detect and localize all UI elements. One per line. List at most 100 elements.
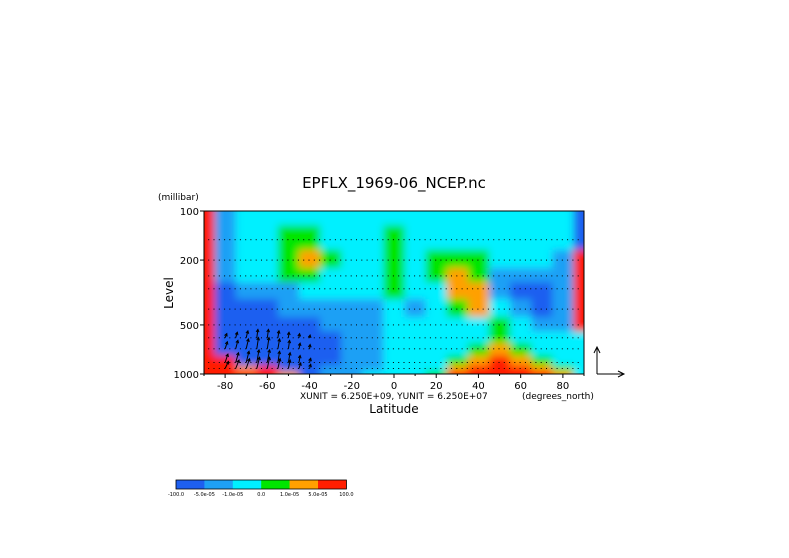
contour-cell [235, 371, 258, 374]
grid-dot [392, 275, 394, 277]
grid-dot [424, 348, 426, 350]
contour-cell [214, 317, 237, 332]
grid-dot [466, 239, 468, 241]
grid-dot [451, 368, 452, 369]
grid-dot [493, 259, 495, 261]
grid-dot [445, 288, 447, 290]
grid-dot [456, 275, 458, 277]
grid-dot [482, 308, 484, 310]
grid-dot [551, 348, 553, 350]
grid-dot [229, 308, 231, 310]
contour-cell [489, 225, 511, 251]
grid-dot [556, 239, 558, 241]
contour-cell [489, 268, 511, 283]
contour-cell [362, 331, 384, 344]
grid-dot [445, 324, 447, 326]
grid-dot [356, 308, 357, 310]
grid-dot [419, 259, 421, 261]
grid-dot [292, 362, 294, 363]
flux-vector [256, 349, 260, 363]
contour-cell [489, 343, 511, 357]
grid-dot [477, 348, 479, 350]
grid-dot [414, 288, 416, 290]
contour-cell [552, 268, 574, 283]
grid-dot [229, 368, 231, 369]
grid-dot [514, 308, 516, 310]
flux-vector [287, 360, 291, 369]
contour-cell [362, 371, 384, 374]
contour-cell [320, 268, 342, 283]
grid-dot [530, 337, 532, 339]
grid-dot [377, 288, 379, 290]
grid-dot [213, 337, 215, 339]
flux-vector [266, 337, 270, 349]
grid-dot [524, 348, 526, 350]
grid-dot [276, 259, 278, 261]
grid-dot [567, 348, 569, 350]
contour-cell [425, 371, 448, 374]
grid-dot [234, 308, 236, 310]
grid-dot [535, 362, 537, 363]
grid-dot [282, 337, 284, 339]
contour-fill-layer [204, 211, 584, 374]
grid-dot [572, 239, 574, 241]
grid-dot [334, 259, 336, 261]
grid-dot [429, 348, 431, 350]
contour-cell [467, 371, 490, 374]
contour-cell [341, 371, 363, 374]
grid-dot [540, 368, 542, 369]
contour-cell [256, 211, 279, 226]
grid-dot [308, 324, 310, 326]
grid-dot [482, 348, 484, 350]
grid-dot [451, 324, 452, 326]
grid-dot [535, 239, 537, 241]
grid-dot [414, 348, 416, 350]
grid-dot [266, 368, 268, 369]
grid-dot [366, 239, 368, 241]
contour-cell [404, 355, 427, 367]
grid-dot [561, 308, 563, 310]
grid-dot [408, 362, 410, 363]
grid-dot [577, 362, 579, 363]
y-axis-title: Level [162, 277, 176, 309]
grid-dot [503, 368, 505, 369]
grid-dot [572, 275, 574, 277]
grid-dot [561, 259, 563, 261]
grid-dot [319, 337, 321, 339]
grid-dot [334, 288, 336, 290]
grid-dot [308, 337, 310, 339]
grid-dot [340, 362, 342, 363]
grid-dot [429, 368, 431, 369]
grid-dot [440, 368, 442, 369]
grid-dot [535, 288, 537, 290]
contour-cell [204, 268, 216, 283]
contour-cell [510, 365, 532, 372]
grid-dot [403, 368, 405, 369]
grid-dot [419, 288, 421, 290]
grid-dot [208, 368, 210, 369]
contour-cell [383, 355, 406, 367]
grid-dot [398, 324, 400, 326]
contour-cell [531, 211, 553, 226]
flux-vector-head [247, 357, 251, 362]
grid-dot [408, 288, 410, 290]
grid-dot [255, 275, 257, 277]
contour-cell [489, 317, 511, 332]
grid-dot [313, 275, 315, 277]
grid-dot [229, 259, 231, 261]
grid-dot [429, 308, 431, 310]
grid-dot [229, 288, 231, 290]
contour-cell [277, 282, 300, 300]
grid-dot [266, 308, 268, 310]
contour-cell [531, 249, 553, 269]
contour-cell [299, 343, 321, 357]
grid-dot [472, 362, 474, 363]
grid-dot [387, 288, 389, 290]
grid-dot [303, 337, 305, 339]
contour-cell [235, 317, 258, 332]
flux-vector-head [307, 334, 312, 339]
grid-dot [556, 368, 558, 369]
contour-cell [425, 317, 448, 332]
grid-dot [340, 337, 342, 339]
grid-dot [313, 288, 315, 290]
